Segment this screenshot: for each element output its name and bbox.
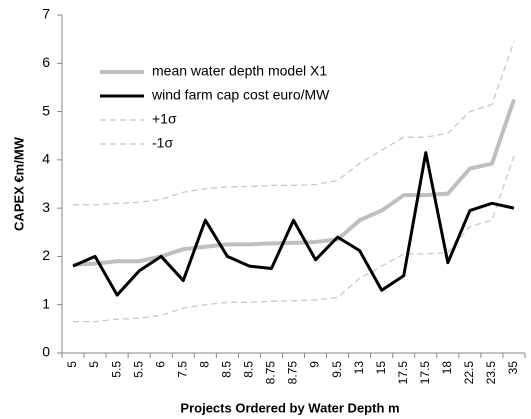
x-tick-label: 8.75 xyxy=(264,361,278,385)
legend-label: -1σ xyxy=(152,135,173,151)
legend-label: mean water depth model X1 xyxy=(152,63,327,79)
y-tick-label: 0 xyxy=(42,344,50,360)
x-tick-label: 5 xyxy=(87,361,101,368)
x-tick-label: 23.5 xyxy=(484,361,498,385)
legend-label: wind farm cap cost euro/MW xyxy=(151,87,330,103)
y-tick-label: 6 xyxy=(42,54,50,70)
x-tick-label: 8.5 xyxy=(242,361,256,378)
y-tick-label: 4 xyxy=(42,151,50,167)
series-line xyxy=(73,155,515,323)
x-tick-label: 35 xyxy=(506,361,520,375)
x-tick-label: 13 xyxy=(352,361,366,375)
x-tick-label: 8.5 xyxy=(220,361,234,378)
x-tick-label: 8.75 xyxy=(286,361,300,385)
y-tick-label: 3 xyxy=(42,199,50,215)
y-tick-label: 1 xyxy=(42,295,50,311)
x-tick-label: 5.5 xyxy=(109,361,123,378)
y-tick-label: 2 xyxy=(42,247,50,263)
y-tick-label: 5 xyxy=(42,102,50,118)
y-axis-title: CAPEX €m/MW xyxy=(11,136,26,231)
x-tick-label: 22.5 xyxy=(462,361,476,385)
x-tick-label: 15 xyxy=(374,361,388,375)
x-tick-label: 8 xyxy=(197,361,211,368)
x-tick-label: 17.5 xyxy=(418,361,432,385)
y-tick-label: 7 xyxy=(42,6,50,22)
x-tick-label: 18 xyxy=(440,361,454,375)
x-axis-title: Projects Ordered by Water Depth m xyxy=(180,400,399,415)
x-tick-label: 7.5 xyxy=(175,361,189,378)
x-tick-label: 9 xyxy=(308,361,322,368)
series-line xyxy=(72,98,516,267)
x-tick-label: 17.5 xyxy=(396,361,410,385)
series-line xyxy=(72,151,515,297)
x-tick-label: 9.5 xyxy=(330,361,344,378)
x-tick-label: 5.5 xyxy=(131,361,145,378)
x-tick-label: 6 xyxy=(153,361,167,368)
legend-label: +1σ xyxy=(152,111,177,127)
x-tick-label: 5 xyxy=(65,361,79,368)
series-line xyxy=(73,41,515,206)
